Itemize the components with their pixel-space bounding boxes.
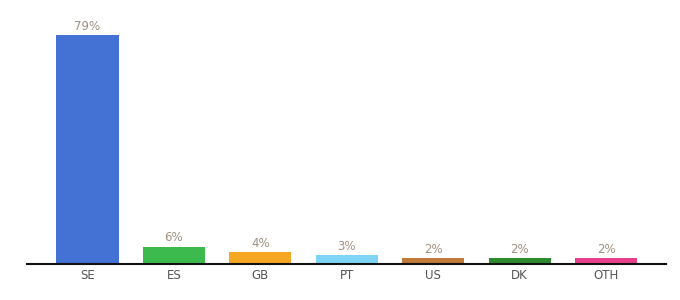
Bar xyxy=(575,258,637,264)
Bar xyxy=(316,255,378,264)
Text: 2%: 2% xyxy=(597,243,615,256)
Text: 2%: 2% xyxy=(511,243,529,256)
Bar xyxy=(402,258,464,264)
Text: 2%: 2% xyxy=(424,243,443,256)
Text: 79%: 79% xyxy=(74,20,101,33)
Text: 4%: 4% xyxy=(251,237,270,250)
Bar xyxy=(229,252,292,264)
Text: 6%: 6% xyxy=(165,231,183,244)
Bar xyxy=(143,247,205,264)
Text: 3%: 3% xyxy=(337,240,356,253)
Bar xyxy=(489,258,551,264)
Bar xyxy=(56,35,118,264)
